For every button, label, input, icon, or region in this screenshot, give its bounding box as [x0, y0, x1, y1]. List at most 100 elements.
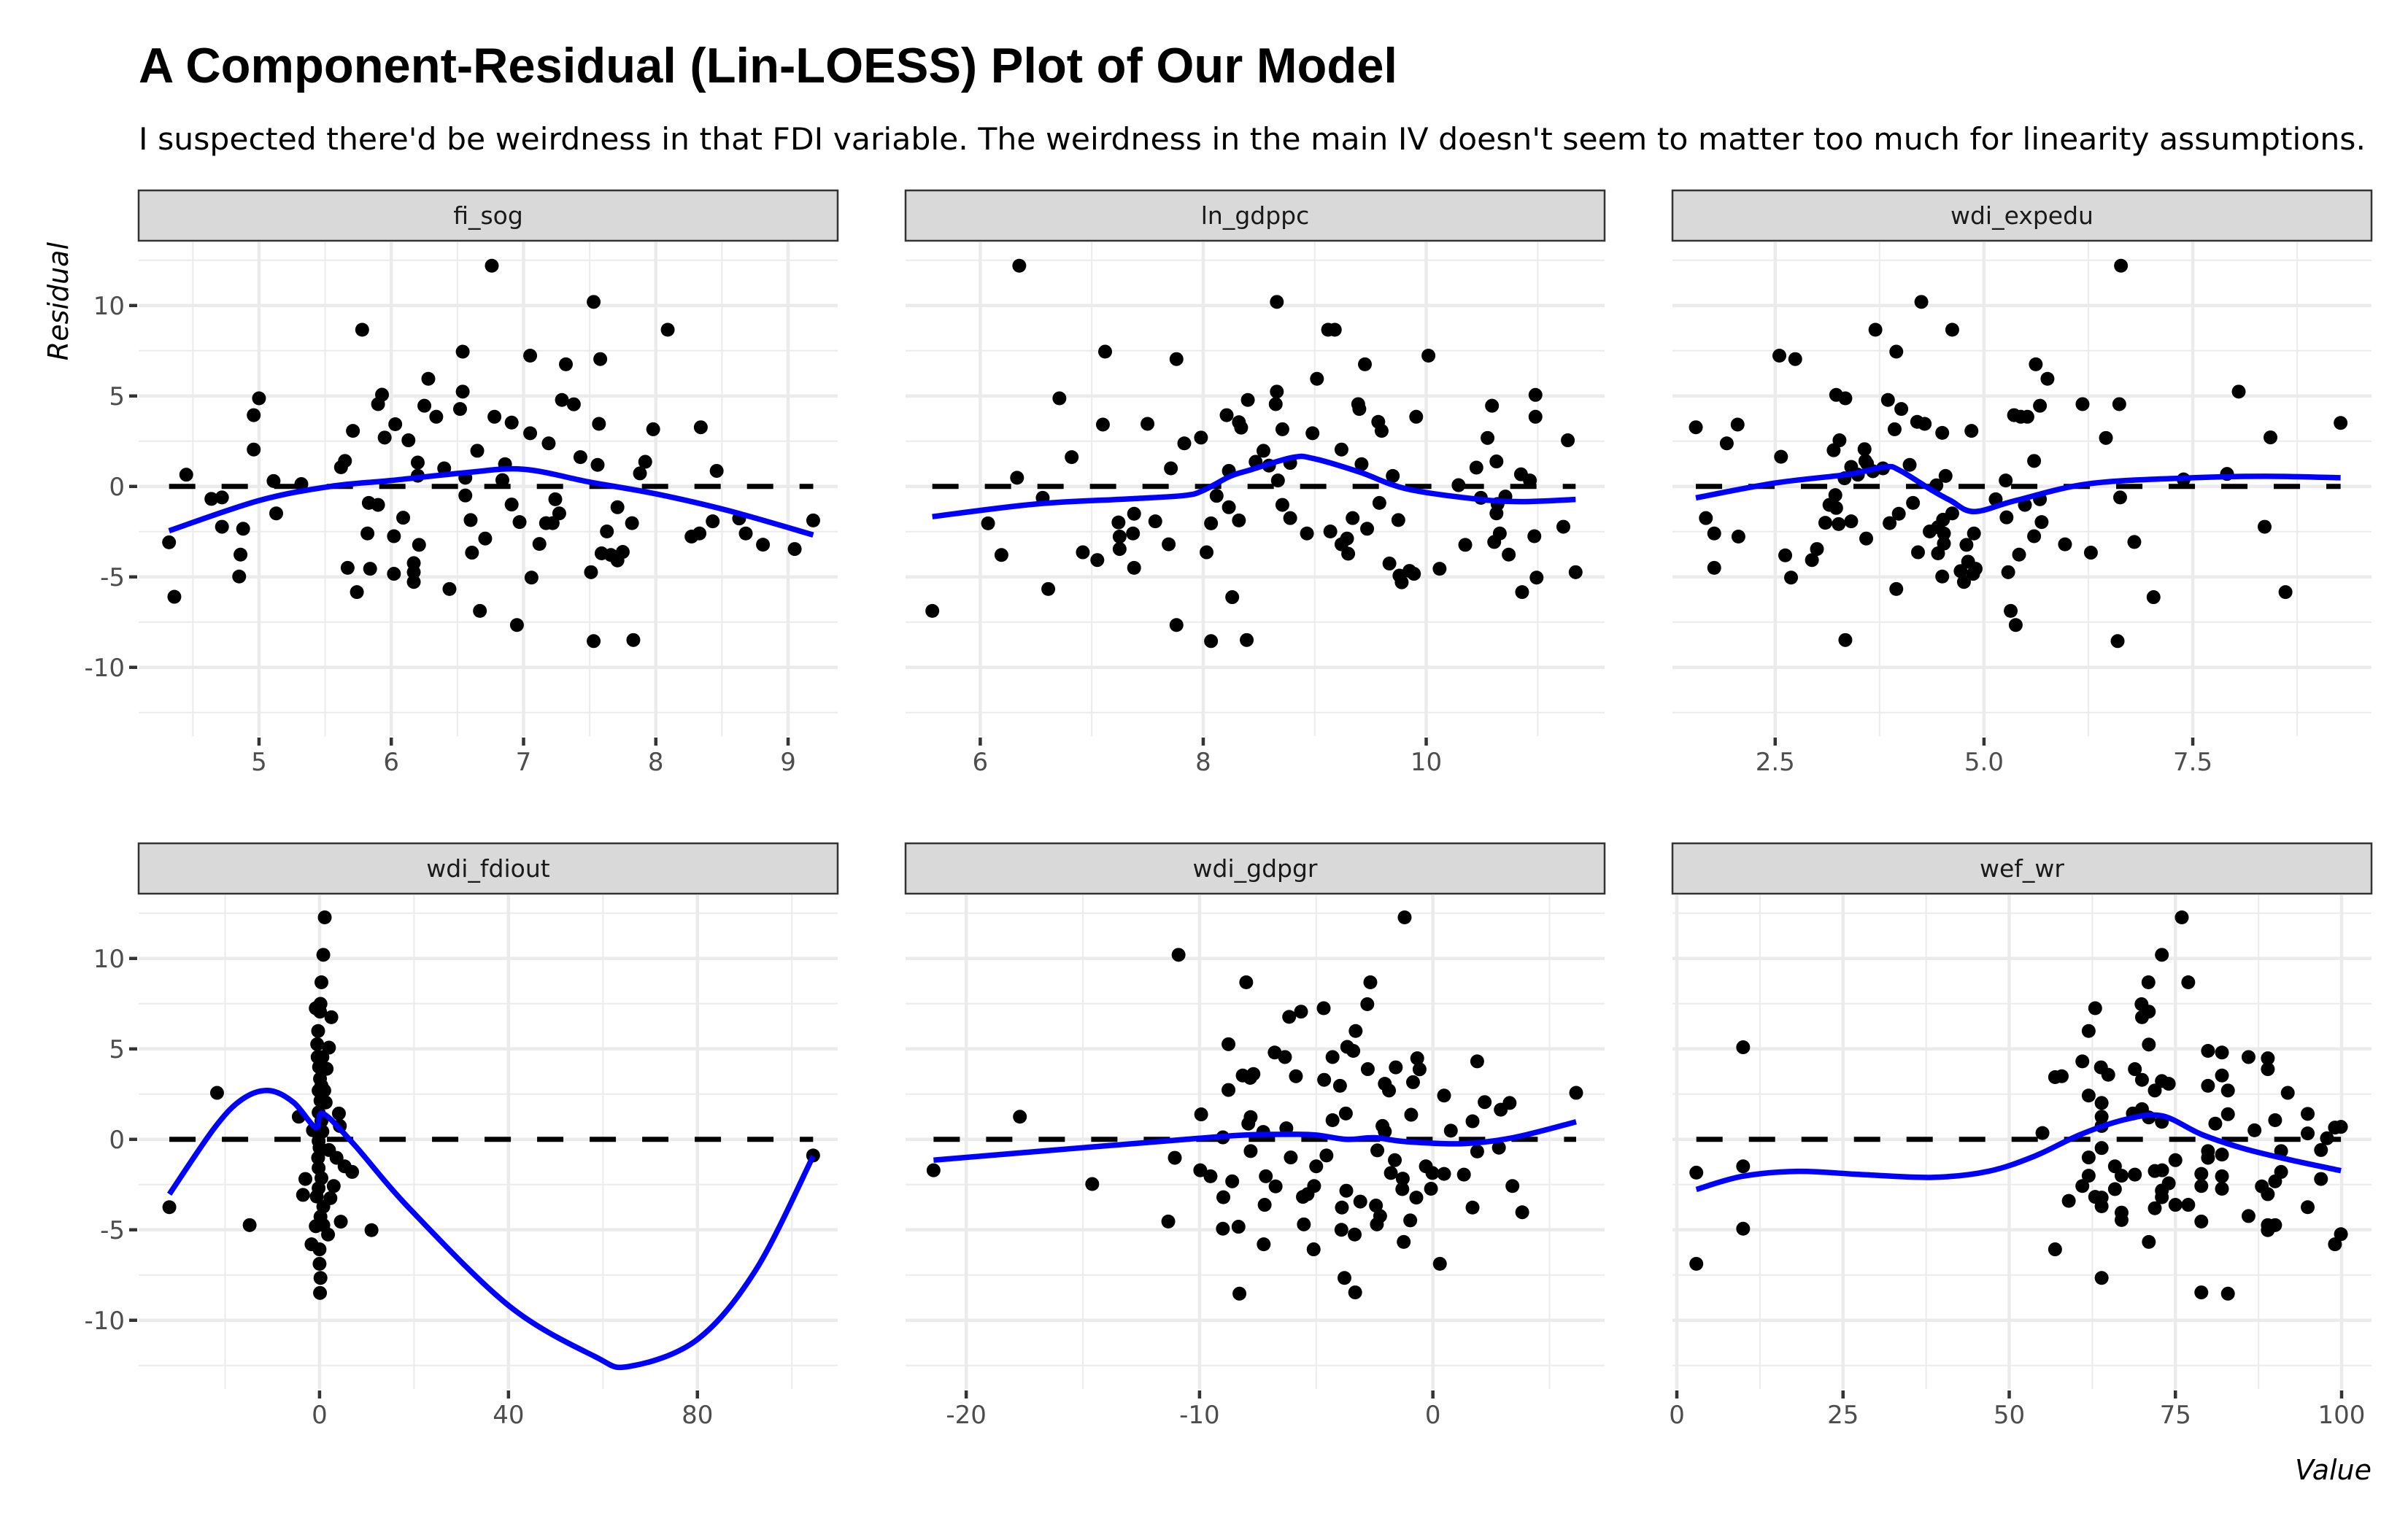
data-point	[1731, 529, 1745, 543]
data-point	[1443, 1123, 1458, 1138]
data-point	[1894, 402, 1909, 417]
data-point	[1378, 1124, 1392, 1139]
data-point	[593, 352, 608, 366]
data-point	[2114, 1169, 2129, 1183]
data-point	[1967, 526, 1981, 541]
data-point	[1257, 1198, 1272, 1212]
data-point	[994, 548, 1008, 562]
data-point	[1243, 1144, 1258, 1158]
data-point	[1465, 1200, 1480, 1215]
data-point	[2161, 1077, 2176, 1091]
data-point	[1325, 1113, 1340, 1127]
data-point	[2201, 1044, 2215, 1059]
x-tick-label: -10	[1179, 1401, 1220, 1430]
data-point	[1111, 515, 1126, 530]
data-point	[2261, 1062, 2275, 1077]
data-point	[1270, 473, 1285, 488]
data-point	[1838, 632, 1853, 647]
x-tick-label: 6	[383, 748, 399, 777]
chart-subtitle: I suspected there'd be weirdness in that…	[139, 121, 2366, 157]
y-tick-label: 5	[109, 1035, 125, 1064]
x-tick-label: 50	[1994, 1401, 2025, 1430]
data-point	[162, 535, 177, 549]
data-point	[1883, 516, 1897, 530]
data-point	[215, 519, 229, 534]
data-point	[1412, 1062, 1427, 1077]
data-point	[442, 581, 457, 596]
data-point	[2155, 1163, 2169, 1177]
data-point	[2155, 1190, 2169, 1204]
data-point	[1275, 422, 1289, 436]
loess-curve	[168, 465, 814, 538]
data-point	[1485, 398, 1500, 413]
data-point	[1148, 514, 1162, 529]
data-point	[1699, 511, 1713, 525]
data-point	[1966, 567, 1980, 581]
data-point	[1437, 1167, 1451, 1181]
data-point	[610, 500, 625, 514]
data-point	[2134, 1010, 2149, 1024]
data-point	[1409, 1191, 1424, 1205]
chart-title: A Component-Residual (Lin-LOESS) Plot of…	[139, 38, 1397, 93]
data-point	[1334, 442, 1348, 457]
data-point	[1689, 420, 1703, 435]
data-point	[1300, 526, 1314, 541]
data-point	[2147, 1083, 2162, 1098]
data-point	[2142, 1037, 2156, 1052]
x-tick-label: 7.5	[2173, 748, 2212, 777]
data-point	[610, 553, 625, 568]
data-point	[2155, 948, 2169, 962]
data-point	[1391, 513, 1405, 527]
data-point	[1389, 1060, 1403, 1075]
data-point	[2110, 634, 2125, 649]
data-point	[294, 477, 309, 492]
data-point	[312, 1242, 327, 1257]
data-point	[2004, 603, 2018, 618]
strip-label: wdi_gdpgr	[1193, 854, 1318, 883]
data-point	[1736, 1040, 1751, 1055]
data-point	[455, 344, 470, 359]
data-point	[313, 1005, 328, 1019]
data-point	[2215, 1169, 2229, 1183]
data-point	[1300, 1187, 1315, 1202]
data-point	[1353, 1194, 1367, 1209]
data-point	[1489, 506, 1504, 521]
data-point	[566, 397, 581, 411]
data-point	[1041, 581, 1056, 596]
data-point	[709, 463, 724, 478]
data-point	[2099, 430, 2113, 445]
data-point	[1012, 258, 1027, 273]
data-point	[1889, 581, 1904, 596]
data-point	[1478, 1095, 1492, 1110]
data-point	[1880, 392, 1895, 407]
data-point	[1505, 1179, 1520, 1194]
y-tick-label: -10	[84, 654, 125, 683]
strip-background	[1671, 842, 2373, 895]
data-point	[1999, 473, 2013, 488]
data-point	[1317, 1072, 1332, 1087]
data-point	[1887, 422, 1902, 436]
data-point	[1335, 1200, 1349, 1215]
y-tick-label: 10	[93, 292, 125, 321]
facet-panel-fi_sog: fi_sog 5 6 7 8 9 -10 -5 0 5 10	[84, 189, 839, 777]
strip-background	[1671, 189, 2373, 242]
data-point	[1306, 1242, 1321, 1257]
data-point	[1515, 585, 1529, 600]
data-point	[1203, 1169, 1218, 1183]
data-point	[2081, 1024, 2096, 1038]
data-point	[1162, 537, 1176, 552]
facet-panels: fi_sog 5 6 7 8 9 -10 -5 0 5 10 ln_gdppc 6 8 10 wdi_expe…	[84, 189, 2373, 1430]
data-point	[2201, 1150, 2215, 1165]
data-point	[364, 1223, 379, 1237]
data-point	[2301, 1107, 2315, 1121]
data-point	[1243, 1070, 1257, 1085]
data-point	[360, 526, 375, 541]
data-point	[234, 547, 248, 562]
strip-background	[137, 189, 839, 242]
data-point	[1294, 1005, 1308, 1019]
data-point	[1316, 1001, 1331, 1015]
data-point	[314, 975, 329, 990]
data-point	[706, 514, 720, 529]
data-point	[1810, 542, 1824, 557]
data-point	[1225, 590, 1240, 605]
